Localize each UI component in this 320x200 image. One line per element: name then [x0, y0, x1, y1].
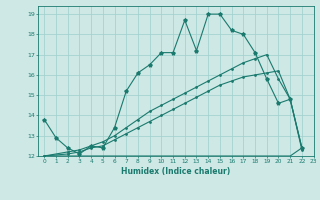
X-axis label: Humidex (Indice chaleur): Humidex (Indice chaleur) — [121, 167, 231, 176]
